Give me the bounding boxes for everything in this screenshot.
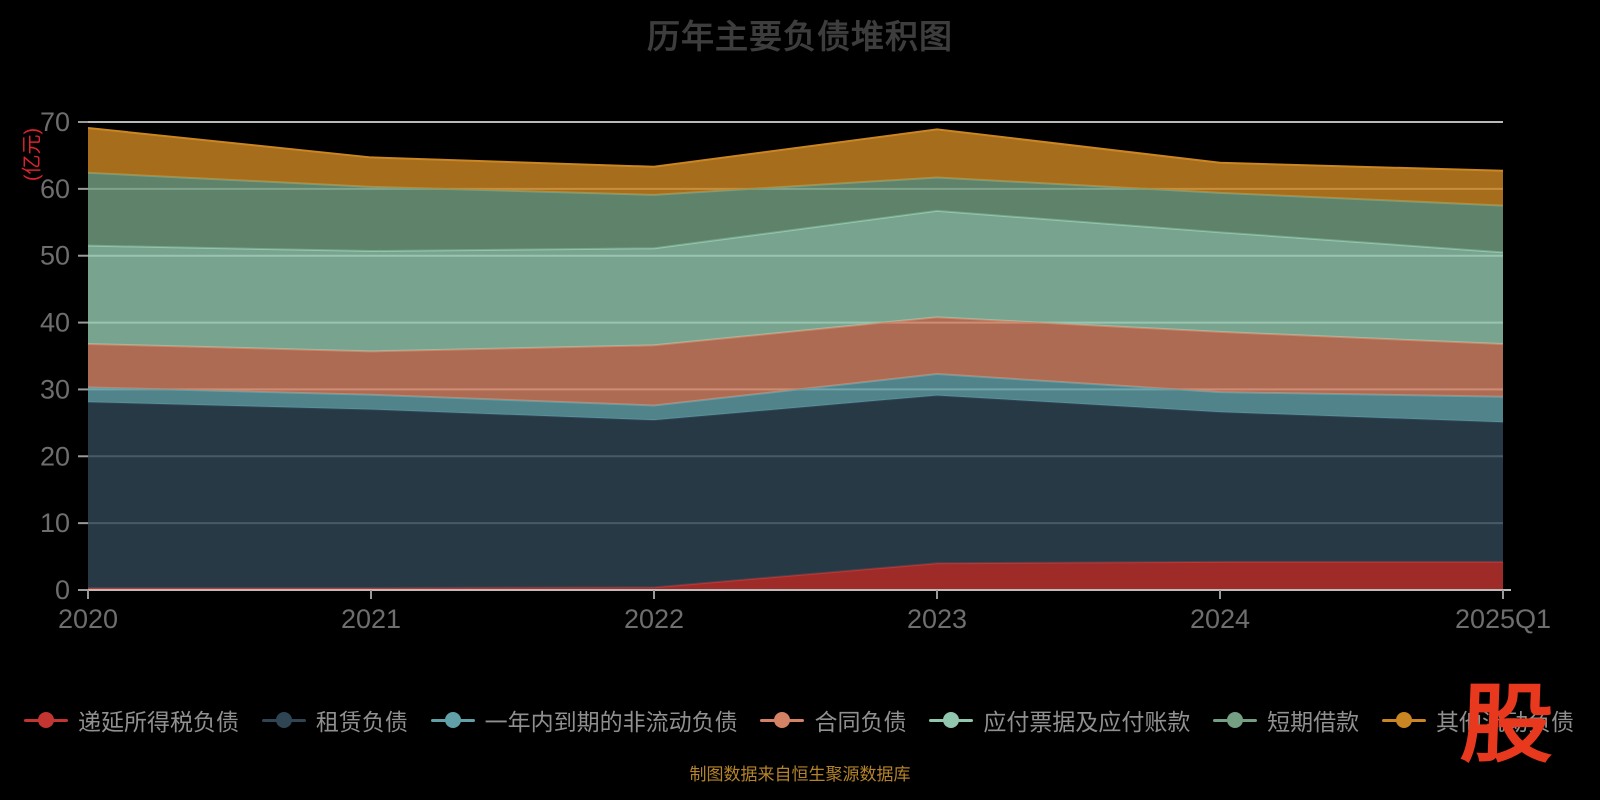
y-tick-label: 40: [40, 308, 70, 338]
y-tick-label: 10: [40, 508, 70, 538]
legend: 递延所得税负债 租赁负债 一年内到期的非流动负债 合同负债 应付票据及应付账款 短期借款 其…: [0, 698, 1600, 742]
area-应付票据及应付账款[interactable]: [88, 210, 1503, 352]
x-tick-label: 2023: [907, 604, 967, 634]
chart-title: 历年主要负债堆积图: [647, 18, 953, 55]
legend-marker-icon: [430, 712, 475, 728]
brand-logo: 股: [1458, 677, 1556, 773]
y-tick-label: 70: [40, 107, 70, 137]
legend-item[interactable]: 应付票据及应付账款: [929, 703, 1190, 737]
legend-item[interactable]: 短期借款: [1213, 703, 1359, 737]
line-短期借款: [87, 171, 1504, 207]
x-tick-label: 2024: [1190, 604, 1250, 634]
legend-marker-icon: [760, 712, 805, 728]
legend-item[interactable]: 递延所得税负债: [24, 703, 239, 737]
y-tick-label: 60: [40, 174, 70, 204]
area-租赁负债[interactable]: [88, 395, 1503, 588]
legend-marker-icon: [261, 712, 306, 728]
x-tick-label: 2022: [624, 604, 684, 634]
x-tick-label: 2025Q1: [1455, 604, 1551, 634]
area-合同负债[interactable]: [88, 317, 1503, 406]
legend-marker-icon: [24, 712, 68, 728]
legend-item[interactable]: 租赁负债: [261, 703, 408, 737]
y-tick-label: 30: [40, 374, 70, 404]
legend-item-label: 合同负债: [814, 709, 907, 735]
y-tick-label: 20: [40, 441, 70, 471]
legend-marker-icon: [1381, 712, 1426, 728]
source-note: 制图数据来自恒生聚源数据库: [689, 765, 911, 784]
legend-item-label: 其他流动负债: [1435, 709, 1574, 735]
area-其他流动负债[interactable]: [88, 128, 1503, 206]
legend-item-label: 递延所得税负债: [78, 709, 239, 735]
y-tick-label: 50: [40, 241, 70, 271]
legend-marker-icon: [929, 712, 974, 728]
legend-item-label: 短期借款: [1267, 709, 1360, 735]
legend-item-label: 租赁负债: [315, 709, 408, 735]
x-tick-label: 2021: [341, 604, 401, 634]
legend-item-label: 应付票据及应付账款: [983, 709, 1191, 735]
area-短期借款[interactable]: [88, 172, 1503, 253]
legend-item[interactable]: 其他流动负债: [1381, 703, 1574, 737]
line-其他流动负债: [87, 127, 1504, 172]
legend-item[interactable]: 合同负债: [760, 703, 906, 737]
legend-marker-icon: [1213, 712, 1258, 728]
area-一年内到期的非流动负债[interactable]: [88, 374, 1503, 423]
x-tick-label: 2020: [58, 604, 118, 634]
legend-item-label: 一年内到期的非流动负债: [484, 709, 738, 735]
legend-item[interactable]: 一年内到期的非流动负债: [430, 703, 738, 737]
y-tick-label: 0: [55, 575, 70, 605]
